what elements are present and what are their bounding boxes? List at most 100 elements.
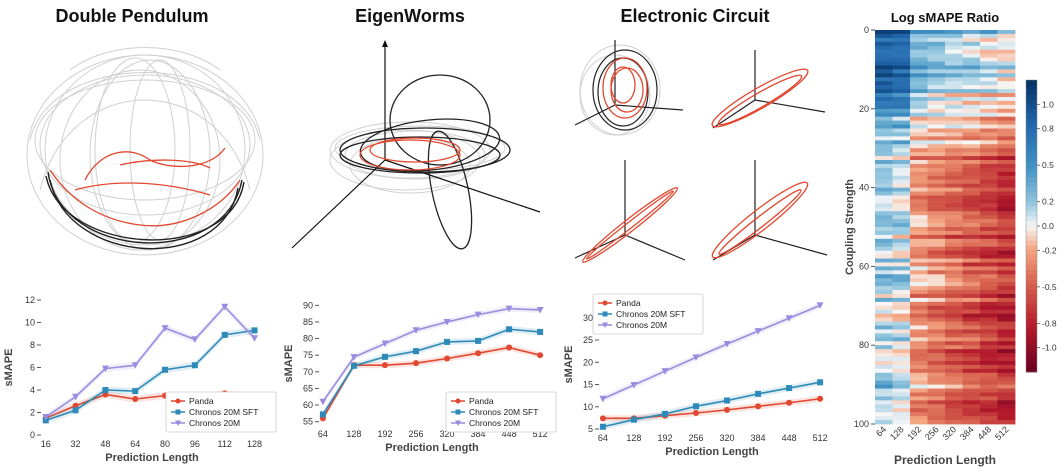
heatmap-cell xyxy=(875,160,893,165)
heatmap-cell xyxy=(892,254,911,259)
heatmap-cell xyxy=(892,100,911,106)
heatmap-cell xyxy=(945,140,963,145)
legend-marker xyxy=(455,398,461,404)
heatmap-cell xyxy=(980,140,998,145)
colorbar-segment xyxy=(1026,299,1037,305)
x-tick-label: 128 xyxy=(626,433,641,443)
heatmap-cell xyxy=(927,199,946,204)
heatmap-cell xyxy=(980,128,998,133)
heatmap-cell xyxy=(962,41,981,47)
heatmap-cell xyxy=(875,400,893,405)
heatmap-cell xyxy=(892,112,911,118)
heatmap-cell xyxy=(980,262,998,267)
heatmap-cell xyxy=(962,195,981,200)
heatmap-cell xyxy=(875,412,893,417)
heatmap-cell xyxy=(927,37,946,43)
heatmap-cell xyxy=(875,85,893,90)
colorbar-tick-label: -0.8 xyxy=(1042,318,1057,328)
heatmap-cell xyxy=(910,258,928,263)
heatmap-cell xyxy=(927,420,946,425)
y-tick-label: 25 xyxy=(583,335,593,345)
heatmap-cell xyxy=(927,349,946,354)
y-tick-label: 20 xyxy=(859,104,869,114)
y-tick-label: 80 xyxy=(303,334,313,344)
heatmap-cell xyxy=(945,160,963,165)
data-point xyxy=(131,362,139,369)
heatmap-cell xyxy=(997,140,1016,145)
heatmap-cell xyxy=(980,41,998,47)
heatmap-cell xyxy=(980,392,998,397)
heatmap-cell xyxy=(962,37,981,43)
heatmap-cell xyxy=(927,286,946,291)
heatmap-cell xyxy=(875,211,893,216)
heatmap-cell xyxy=(910,234,928,240)
heatmap-cell xyxy=(945,195,963,200)
heatmap-cell xyxy=(980,73,998,78)
heatmap-cell xyxy=(927,223,946,228)
x-tick-label: 256 xyxy=(923,424,941,442)
heatmap-cell xyxy=(980,329,998,334)
heatmap-cell xyxy=(875,96,893,102)
heatmap-cell xyxy=(927,309,946,315)
heatmap-cell xyxy=(997,195,1016,200)
heatmap-cell xyxy=(927,392,946,397)
heatmap-cell xyxy=(997,317,1016,322)
heatmap-cell xyxy=(927,104,946,110)
colorbar-segment xyxy=(1026,143,1037,149)
heatmap-cell xyxy=(962,266,981,271)
heatmap-cell xyxy=(875,297,893,303)
data-point xyxy=(132,388,139,395)
heatmap-cell xyxy=(875,368,893,374)
colorbar-segment xyxy=(1026,172,1037,178)
heatmap-cell xyxy=(997,388,1016,393)
heatmap-cell xyxy=(875,290,893,295)
heatmap-cell xyxy=(945,360,963,366)
heatmap-cell xyxy=(927,278,946,283)
heatmap-cell xyxy=(962,167,981,173)
y-axis-label: sMAPE xyxy=(3,349,15,387)
heatmap-cell xyxy=(980,199,998,204)
heatmap-cell xyxy=(927,364,946,370)
colorbar-segment xyxy=(1026,294,1037,300)
heatmap-cell xyxy=(962,77,981,82)
heatmap-cell xyxy=(945,254,963,259)
heatmap-cell xyxy=(945,49,963,55)
heatmap-cell xyxy=(927,325,946,330)
y-tick-label: 12 xyxy=(25,295,35,305)
heatmap-cell xyxy=(927,262,946,267)
colorbar-segment xyxy=(1026,240,1037,246)
y-tick-label: 2 xyxy=(30,408,35,418)
heatmap-cell xyxy=(910,61,928,66)
heatmap-cell xyxy=(997,353,1016,358)
heatmap-cell xyxy=(997,278,1016,283)
heatmap-cell xyxy=(927,266,946,271)
heatmap-cell xyxy=(945,321,963,326)
heatmap-cell xyxy=(910,33,928,39)
heatmap-cell xyxy=(875,175,893,181)
heatmap-cell xyxy=(980,179,998,185)
data-point xyxy=(319,411,326,418)
colorbar-segment xyxy=(1026,182,1037,188)
colorbar-segment xyxy=(1026,367,1037,373)
heatmap-cell xyxy=(997,132,1016,137)
heatmap-cell xyxy=(962,89,981,94)
heatmap-cell xyxy=(980,258,998,263)
data-point xyxy=(251,335,259,342)
heatmap-cell xyxy=(875,148,893,153)
heatmap-cell xyxy=(910,392,928,397)
heatmap-cell xyxy=(910,250,928,255)
heatmap-cell xyxy=(980,301,998,307)
heatmap-cell xyxy=(980,309,998,315)
heatmap-cell xyxy=(927,183,946,188)
heatmap-cell xyxy=(910,396,928,401)
x-tick-label: 384 xyxy=(958,424,976,442)
colorbar-segment xyxy=(1026,162,1037,169)
legend-label: Chronos 20M xyxy=(189,418,240,428)
heatmap-cell xyxy=(980,400,998,405)
heatmap-cell xyxy=(892,171,911,177)
heatmap-cell xyxy=(980,171,998,177)
heatmap-cell xyxy=(875,293,893,299)
heatmap-cell xyxy=(980,376,998,382)
colorbar-segment xyxy=(1026,303,1037,310)
